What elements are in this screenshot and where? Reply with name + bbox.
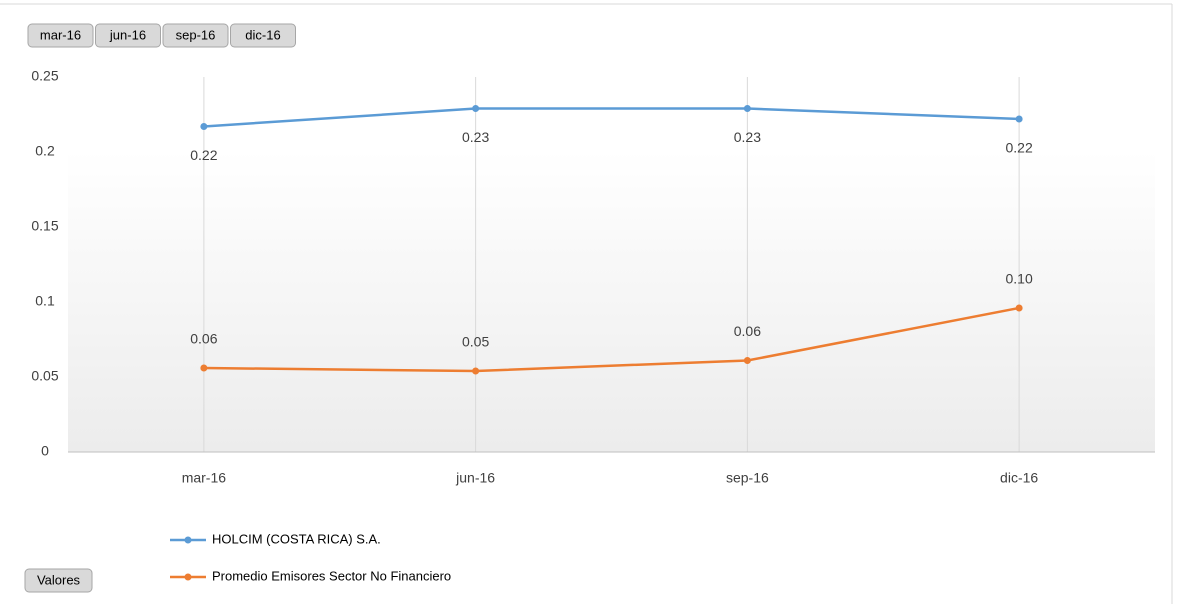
filter-button[interactable]: sep-16: [162, 23, 229, 48]
data-label: 0.22: [190, 147, 217, 163]
data-point: [200, 123, 208, 130]
x-tick-label: mar-16: [182, 470, 227, 486]
data-label: 0.05: [462, 334, 489, 350]
filter-button[interactable]: mar-16: [27, 23, 94, 48]
legend-marker: [184, 536, 192, 544]
button-box[interactable]: [95, 23, 161, 48]
y-tick-label: 0.05: [31, 368, 58, 384]
filter-button[interactable]: Valores: [24, 568, 93, 593]
button-label[interactable]: jun-16: [109, 27, 146, 42]
button-box[interactable]: [27, 23, 94, 48]
y-tick-label: 0.1: [35, 293, 55, 309]
y-tick-label: 0: [41, 443, 49, 459]
button-label[interactable]: Valores: [37, 572, 81, 587]
data-label: 0.10: [1006, 271, 1033, 287]
data-label: 0.06: [190, 331, 217, 347]
y-tick-label: 0.15: [31, 218, 58, 234]
series-line: [203, 107, 1020, 128]
data-point: [472, 367, 480, 375]
data-label: 0.23: [462, 129, 489, 145]
legend-marker: [184, 573, 192, 581]
data-label: 0.22: [1006, 140, 1033, 156]
plot-background: [68, 150, 1155, 452]
x-tick-label: sep-16: [726, 470, 769, 486]
y-tick-label: 0.25: [31, 68, 58, 84]
data-point: [472, 105, 480, 112]
button-label[interactable]: mar-16: [40, 27, 81, 42]
button-box[interactable]: [230, 23, 296, 48]
button-box[interactable]: [162, 23, 229, 48]
legend-label: HOLCIM (COSTA RICA) S.A.: [212, 531, 381, 546]
data-point: [200, 364, 208, 372]
button-label[interactable]: dic-16: [245, 27, 280, 42]
data-point: [743, 357, 751, 364]
y-tick-label: 0.2: [35, 143, 55, 159]
data-point: [1015, 304, 1023, 312]
filter-button[interactable]: dic-16: [230, 23, 296, 48]
filter-button[interactable]: jun-16: [95, 23, 161, 48]
data-point: [1015, 115, 1023, 123]
button-label[interactable]: sep-16: [176, 27, 216, 42]
x-tick-label: jun-16: [455, 470, 495, 486]
x-tick-label: dic-16: [1000, 470, 1038, 486]
data-point: [743, 105, 751, 112]
button-box[interactable]: [24, 568, 93, 593]
legend-label: Promedio Emisores Sector No Financiero: [212, 568, 451, 583]
series-line: [203, 306, 1020, 373]
data-label: 0.23: [734, 129, 761, 145]
data-label: 0.06: [734, 323, 761, 339]
